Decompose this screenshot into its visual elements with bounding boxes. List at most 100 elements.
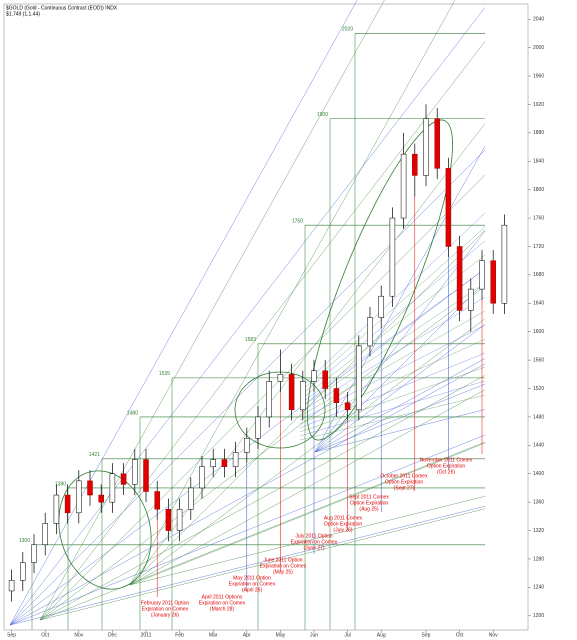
candle-body bbox=[356, 345, 362, 411]
fan-line bbox=[9, 149, 486, 626]
annotation: April 2011 Options bbox=[202, 594, 243, 600]
x-tick-label: Nov bbox=[489, 632, 498, 638]
x-tick-label: Dec bbox=[108, 632, 117, 638]
candle-body bbox=[423, 118, 429, 176]
candle-body bbox=[501, 224, 508, 304]
candle-body bbox=[53, 494, 60, 524]
fan-line bbox=[299, 338, 486, 425]
candle-body bbox=[64, 494, 71, 514]
candle-body bbox=[87, 480, 93, 496]
fan-line bbox=[9, 506, 486, 626]
level-label: 1900 bbox=[317, 112, 328, 118]
candle-body bbox=[176, 509, 183, 531]
candle-body bbox=[412, 153, 418, 176]
y-tick-label: 1240 bbox=[533, 585, 544, 591]
y-tick-label: 1520 bbox=[533, 386, 544, 392]
y-tick-label: 1680 bbox=[533, 272, 544, 278]
annotation: Option Expiration bbox=[350, 500, 389, 506]
fan-line bbox=[129, 496, 486, 586]
fan-line bbox=[299, 240, 486, 397]
candle-body bbox=[367, 317, 373, 347]
annotation: (Sept 27) bbox=[394, 485, 415, 491]
candle-body bbox=[98, 494, 104, 503]
candle-body bbox=[468, 288, 474, 311]
fan-line bbox=[9, 434, 486, 626]
fan-line bbox=[314, 409, 486, 453]
fan-line bbox=[314, 145, 486, 453]
candle-body bbox=[109, 473, 116, 503]
candle-body bbox=[288, 374, 295, 411]
candle-body bbox=[266, 381, 272, 418]
fan-line bbox=[129, 318, 486, 586]
candle-body bbox=[210, 459, 216, 467]
candle-body bbox=[42, 523, 48, 546]
level-label: 1583 bbox=[245, 337, 256, 343]
annotation: Option Expiration bbox=[427, 463, 466, 469]
y-tick-label: 1800 bbox=[533, 187, 544, 193]
x-tick-label: Jun bbox=[310, 632, 318, 638]
cycle-ellipse bbox=[234, 371, 326, 449]
candle-body bbox=[20, 562, 26, 581]
y-tick-label: 1440 bbox=[533, 443, 544, 449]
candle-body bbox=[244, 437, 250, 453]
fan-line bbox=[9, 363, 486, 626]
level-label: 2020 bbox=[342, 27, 353, 33]
x-tick-label: Oct bbox=[41, 632, 49, 638]
candle-body bbox=[490, 260, 496, 304]
fan-line bbox=[129, 0, 456, 586]
fan-line bbox=[39, 508, 486, 621]
annotation: May 2011 Option bbox=[233, 575, 271, 581]
y-tick-label: 1200 bbox=[533, 613, 544, 619]
fan-line bbox=[39, 174, 486, 621]
fan-line bbox=[39, 286, 486, 621]
annotation: Option Expiration bbox=[324, 521, 363, 527]
y-tick-label: 1480 bbox=[533, 414, 544, 420]
x-tick-label: Sep bbox=[7, 632, 16, 638]
fan-line bbox=[129, 442, 486, 586]
fan-line bbox=[314, 383, 486, 453]
fan-line bbox=[39, 441, 486, 621]
candle-body bbox=[389, 217, 396, 297]
annotation: Expiration on Comex bbox=[260, 563, 307, 569]
chart-title: $GOLD (Gold - Continuous Contract (EOD))… bbox=[6, 5, 118, 11]
fan-line bbox=[39, 41, 486, 621]
fan-line bbox=[299, 254, 486, 401]
y-tick-label: 1960 bbox=[533, 73, 544, 79]
candle-body bbox=[344, 402, 351, 411]
y-tick-label: 1280 bbox=[533, 556, 544, 562]
annotation: Expiration on Comex bbox=[142, 606, 189, 612]
x-tick-label: 2011 bbox=[141, 632, 152, 638]
y-tick-label: 1760 bbox=[533, 215, 544, 221]
level-label: 1300 bbox=[19, 538, 30, 544]
y-tick-label: 1400 bbox=[533, 471, 544, 477]
fan-line bbox=[299, 324, 486, 421]
y-tick-label: 1320 bbox=[533, 528, 544, 534]
x-tick-label: Feb bbox=[175, 632, 184, 638]
annotation: November 2011 Comex bbox=[420, 457, 473, 463]
fan-line bbox=[299, 296, 486, 413]
x-tick-label: Mar bbox=[209, 632, 218, 638]
annotation: (April 26) bbox=[242, 587, 263, 593]
cycle-ellipse bbox=[307, 119, 453, 441]
plot-frame bbox=[3, 3, 529, 631]
candle-body bbox=[434, 118, 440, 169]
candle-body bbox=[311, 370, 317, 382]
annotation: (June 27) bbox=[303, 545, 324, 551]
candle-body bbox=[76, 480, 82, 514]
candle-body bbox=[255, 416, 261, 439]
level-label: 1750 bbox=[292, 218, 303, 224]
fan-line bbox=[314, 324, 486, 453]
candle-body bbox=[456, 246, 463, 311]
fan-line bbox=[314, 281, 486, 453]
candle-body bbox=[31, 544, 37, 563]
annotation: Aug 2011 Comex bbox=[324, 515, 363, 521]
candle-body bbox=[8, 580, 15, 592]
fan-line bbox=[299, 380, 486, 437]
candle-body bbox=[479, 260, 485, 290]
x-tick-label: May bbox=[276, 632, 286, 638]
level-label: 1480 bbox=[127, 410, 138, 416]
annotation: (Aug 25) bbox=[359, 506, 379, 512]
candle-body bbox=[165, 509, 172, 531]
